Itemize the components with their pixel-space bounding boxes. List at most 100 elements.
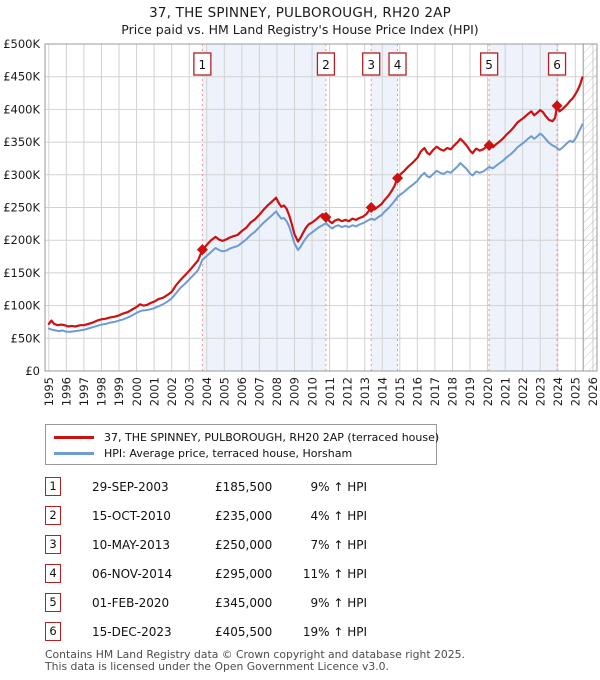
sale-number-badge: 3	[45, 535, 61, 554]
x-axis-tick-label: 1996	[60, 377, 74, 406]
sale-number-box	[479, 52, 499, 76]
x-axis-tick-label: 2005	[218, 377, 232, 406]
x-axis-tick-label: 2007	[253, 377, 267, 406]
x-axis-tick-label: 2001	[147, 377, 161, 406]
sale-number-box	[316, 52, 336, 76]
y-axis-tick-label: £200K	[3, 233, 40, 247]
sale-number-box-label: 5	[485, 58, 493, 72]
sale-row-2: 2 15-OCT-2010 £235,000 4% ↑ HPI	[45, 506, 367, 535]
y-axis-tick-label: £0	[25, 364, 40, 378]
x-axis-tick-label: 2020	[481, 377, 495, 406]
x-axis-tick-label: 2023	[533, 377, 547, 406]
page-title: 37, THE SPINNEY, PULBOROUGH, RH20 2AP	[149, 5, 451, 21]
sale-date: 15-OCT-2010	[92, 509, 171, 523]
sale-price: £295,000	[215, 567, 273, 581]
sale-number-badge: 5	[45, 593, 61, 612]
sale-marker-diamond	[365, 202, 377, 213]
x-axis-tick-label: 2018	[446, 377, 460, 406]
price-history-chart: 1 2 3 4 5 6 £0 £50K £100K £150K £200K £250K £300K £35…	[3, 37, 600, 406]
footer-line-1: Contains HM Land Registry data © Crown c…	[45, 648, 465, 661]
legend-label-property: 37, THE SPINNEY, PULBOROUGH, RH20 2AP (t…	[104, 430, 440, 444]
sale-row-5: 5 01-FEB-2020 £345,000 9% ↑ HPI	[45, 593, 367, 622]
sale-hpi-comparison: 19% ↑ HPI	[302, 625, 367, 639]
property-price-line	[47, 76, 584, 328]
y-axis-tick-label: £150K	[3, 266, 40, 280]
x-axis-tick-label: 2017	[428, 377, 442, 406]
property-line-swatch	[54, 435, 94, 439]
x-axis-tick-label: 1999	[112, 377, 126, 406]
x-axis-tick-label: 2010	[305, 377, 319, 406]
legend-label-hpi: HPI: Average price, terraced house, Hors…	[104, 446, 353, 460]
sale-number-box-label: 1	[199, 58, 207, 72]
sale-date: 29-SEP-2003	[92, 480, 169, 494]
x-axis-tick-label: 2004	[200, 377, 214, 406]
x-axis-tick-label: 2008	[270, 377, 284, 406]
y-axis-tick-label: £350K	[3, 135, 40, 149]
sale-row-1: 1 29-SEP-2003 £185,500 9% ↑ HPI	[45, 477, 367, 506]
y-axis-tick-label: £250K	[3, 201, 40, 215]
sale-number-badge: 2	[45, 506, 61, 525]
sale-date: 10-MAY-2013	[92, 538, 171, 552]
x-axis-tick-label: 2003	[182, 377, 196, 406]
sale-date: 15-DEC-2023	[92, 625, 172, 639]
x-axis-tick-label: 2013	[358, 377, 372, 406]
y-axis-tick-label: £300K	[3, 168, 40, 182]
x-axis-tick-label: 2011	[323, 377, 337, 406]
sale-date: 06-NOV-2014	[92, 567, 173, 581]
x-axis-tick-label: 2015	[393, 377, 407, 406]
sale-number-box	[547, 52, 567, 76]
y-axis-tick-label: £450K	[3, 70, 40, 84]
sale-number-badge: 4	[45, 564, 61, 583]
x-axis-tick-label: 1995	[42, 377, 56, 406]
sale-price: £185,500	[215, 480, 273, 494]
x-axis-tick-label: 2002	[165, 377, 179, 406]
sale-hpi-comparison: 4% ↑ HPI	[310, 509, 367, 523]
sale-marker-diamond	[392, 172, 404, 184]
y-axis-tick-label: £100K	[3, 299, 40, 313]
sale-row-6: 6 15-DEC-2023 £405,500 19% ↑ HPI	[45, 622, 367, 651]
sale-row-3: 3 10-MAY-2013 £250,000 7% ↑ HPI	[45, 535, 367, 564]
sale-hpi-comparison: 9% ↑ HPI	[310, 480, 367, 494]
sale-number-box-label: 3	[367, 58, 375, 72]
x-axis-tick-label: 2006	[235, 377, 249, 406]
sales-table: 1 29-SEP-2003 £185,500 9% ↑ HPI 2 15-OCT…	[45, 477, 367, 651]
x-axis-tick-label: 2016	[411, 377, 425, 406]
sale-number-box	[193, 52, 212, 76]
footer-line-2: This data is licensed under the Open Gov…	[45, 659, 389, 673]
future-no-data-band	[583, 44, 597, 371]
x-axis-tick-label: 2000	[130, 377, 144, 406]
y-axis-tick-label: £400K	[3, 102, 40, 116]
sale-marker-diamond	[551, 100, 563, 112]
sale-hpi-comparison: 7% ↑ HPI	[310, 538, 367, 552]
x-axis-tick-label: 2009	[288, 377, 302, 406]
sale-row-4: 4 06-NOV-2014 £295,000 11% ↑ HPI	[45, 564, 367, 593]
x-axis-tick-label: 2024	[551, 377, 565, 406]
sale-number-box	[362, 52, 381, 76]
sale-number-badge: 1	[45, 477, 61, 496]
x-axis-tick-label: 2022	[516, 377, 530, 406]
legend-row-property: 37, THE SPINNEY, PULBOROUGH, RH20 2AP (t…	[54, 429, 439, 445]
sale-number-box	[388, 52, 407, 76]
y-axis-tick-label: £500K	[3, 37, 40, 51]
sale-price: £250,000	[215, 538, 273, 552]
sale-number-box-label: 4	[394, 58, 402, 72]
plot-border	[44, 43, 598, 372]
legend-row-hpi: HPI: Average price, terraced house, Hors…	[54, 445, 428, 461]
sale-hpi-comparison: 11% ↑ HPI	[302, 567, 367, 581]
hpi-average-line	[47, 123, 584, 333]
y-axis-tick-label: £50K	[11, 331, 41, 345]
license-footer: Contains HM Land Registry data © Crown c…	[45, 649, 465, 672]
sale-marker-diamond	[196, 244, 208, 256]
sale-price: £405,500	[215, 625, 273, 639]
sale-date: 01-FEB-2020	[92, 596, 170, 610]
sale-number-box-label: 2	[322, 58, 330, 72]
page-subtitle: Price paid vs. HM Land Registry's House …	[121, 22, 479, 37]
sale-price: £235,000	[215, 509, 273, 523]
sale-marker-diamond	[320, 211, 332, 223]
hpi-line-swatch	[54, 451, 94, 455]
sale-number-badge: 6	[45, 622, 61, 641]
sale-hpi-comparison: 9% ↑ HPI	[310, 596, 367, 610]
x-axis-tick-label: 1997	[77, 377, 91, 406]
x-axis-tick-label: 2012	[340, 377, 354, 406]
